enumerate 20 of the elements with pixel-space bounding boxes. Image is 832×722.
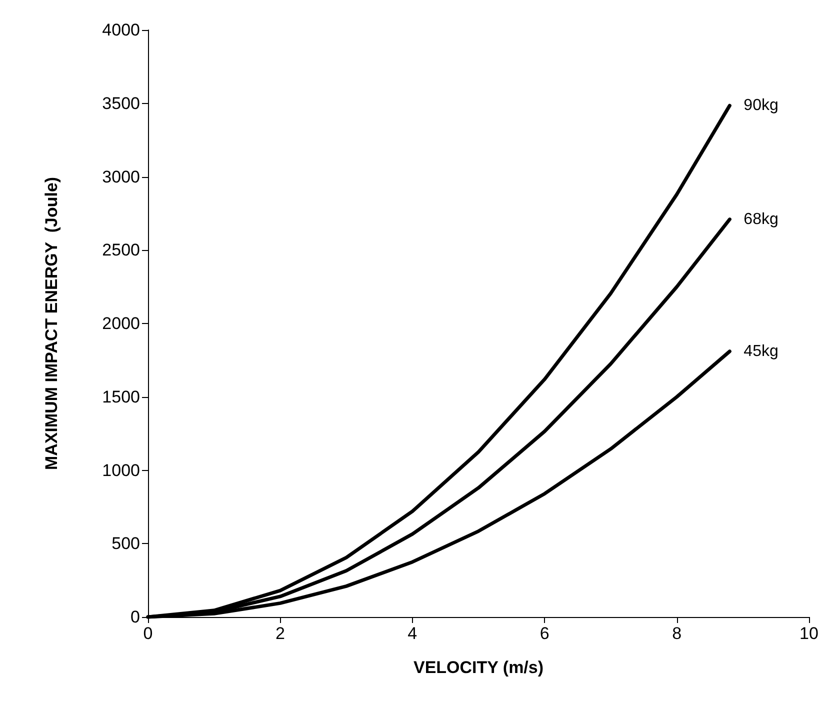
y-tick-label: 500	[112, 534, 140, 554]
x-tick-label: 2	[275, 624, 285, 643]
x-tick-label: 6	[540, 624, 550, 643]
series-label: 68kg	[744, 210, 778, 228]
x-tick-label: 10	[800, 624, 818, 643]
x-axis-title: VELOCITY (m/s)	[413, 658, 544, 677]
y-tick-label: 0	[130, 608, 140, 626]
y-tick-label: 4000	[102, 20, 140, 40]
y-tick-label: 2500	[102, 240, 140, 260]
y-axis-title: MAXIMUM IMPACT ENERGY (Joule)	[42, 176, 61, 470]
x-tick-label: 8	[672, 624, 682, 643]
y-tick-label: 2000	[102, 314, 140, 333]
series-label: 45kg	[744, 342, 778, 360]
y-tick-label: 3000	[102, 167, 140, 186]
y-tick-label: 1000	[102, 460, 140, 480]
series-label: 90kg	[744, 97, 778, 114]
y-tick-label: 1500	[102, 387, 140, 406]
y-tick-label: 3500	[102, 94, 140, 113]
x-tick-label: 4	[408, 624, 418, 643]
x-tick-label: 0	[143, 624, 153, 643]
